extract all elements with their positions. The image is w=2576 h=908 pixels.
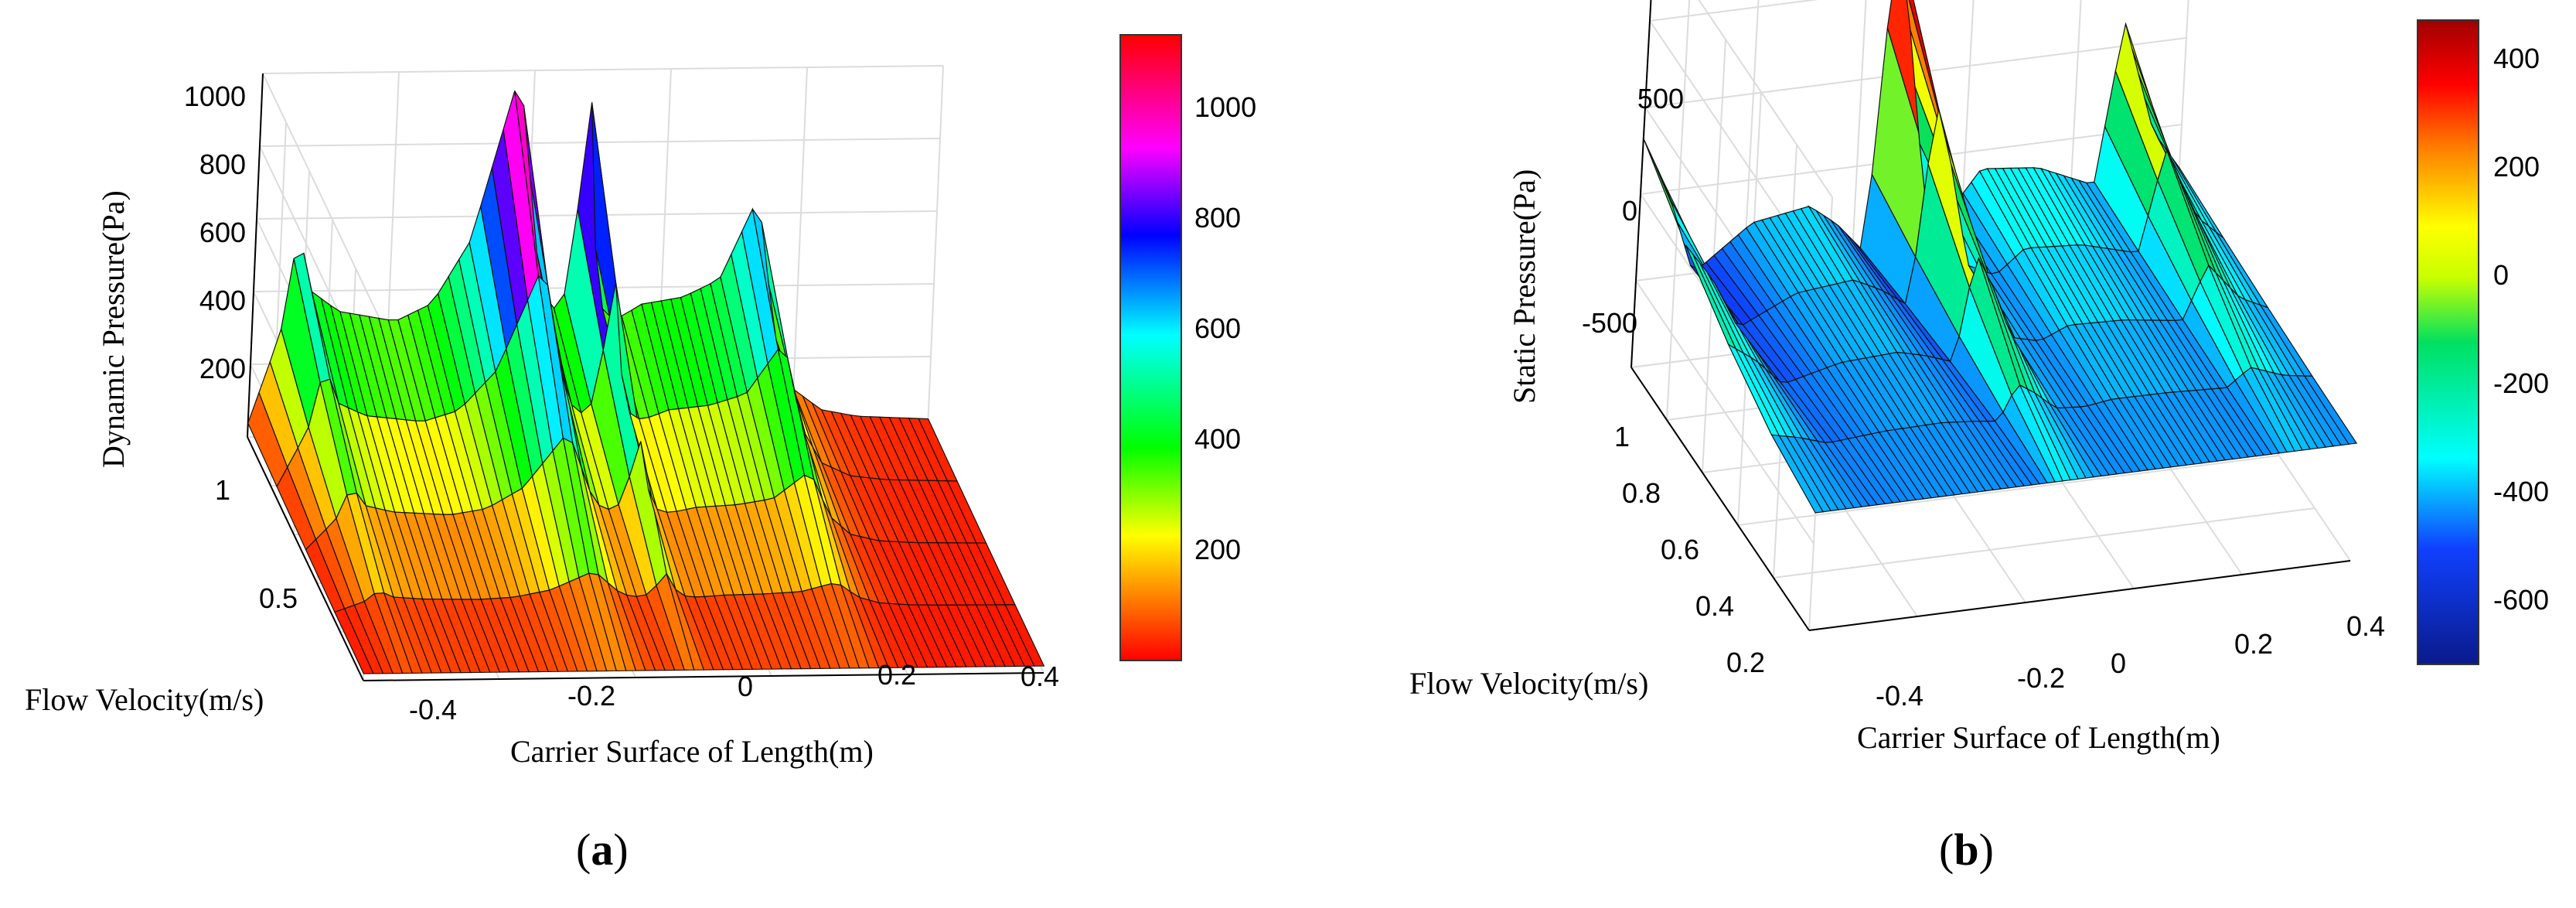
b-x-axis-label: Carrier Surface of Length(m) bbox=[1857, 720, 2220, 755]
b-colorbar-ticks: 400 200 0 -200 -400 -600 bbox=[2493, 43, 2549, 616]
a-z-tick-400: 400 bbox=[199, 285, 246, 316]
grid-line bbox=[1666, 0, 1691, 421]
b-x-tick--0.4: -0.4 bbox=[1876, 680, 1923, 712]
b-cb-tick-400: 400 bbox=[2493, 43, 2540, 74]
a-y-tick-1: 1 bbox=[215, 474, 230, 506]
a-cb-tick-600: 600 bbox=[1194, 312, 1241, 344]
chart-a-y-ticks: 1 0.5 bbox=[215, 474, 298, 614]
b-x-tick-0.4: 0.4 bbox=[2346, 610, 2385, 642]
a-colorbar-ticks: 1000 800 600 400 200 bbox=[1194, 91, 1256, 565]
b-y-tick-0.8: 0.8 bbox=[1622, 477, 1661, 509]
b-cb-tick--600: -600 bbox=[2493, 584, 2549, 616]
chart-a-x-ticks: -0.4 -0.2 0 0.2 0.4 bbox=[409, 659, 1059, 725]
grid-line bbox=[1698, 0, 1833, 198]
chart-b-z-ticks: 500 0 -500 bbox=[1582, 83, 1684, 339]
a-cb-tick-400: 400 bbox=[1194, 423, 1241, 455]
b-x-tick-0.2: 0.2 bbox=[2234, 628, 2273, 660]
a-y-tick-0.5: 0.5 bbox=[259, 582, 298, 614]
chart-b-surface bbox=[1643, 0, 2358, 514]
y-axis-line bbox=[1630, 367, 1810, 631]
a-z-tick-600: 600 bbox=[199, 217, 246, 248]
b-cb-tick-200: 200 bbox=[2493, 151, 2540, 183]
chart-a-surface bbox=[247, 90, 1045, 674]
grid-line bbox=[262, 65, 944, 74]
b-y-tick-0.2: 0.2 bbox=[1726, 647, 1765, 678]
x-axis-line bbox=[1808, 560, 2351, 631]
surface-patch bbox=[1004, 604, 1045, 667]
b-y-tick-1: 1 bbox=[1614, 421, 1630, 452]
grid-line bbox=[927, 65, 944, 430]
a-z-tick-1000: 1000 bbox=[184, 80, 246, 112]
b-z-tick-500: 500 bbox=[1637, 83, 1684, 114]
grid-line bbox=[262, 73, 380, 318]
b-cb-tick-0: 0 bbox=[2493, 259, 2509, 291]
y-axis-line bbox=[247, 436, 364, 681]
b-cb-tick--200: -200 bbox=[2493, 367, 2549, 399]
x-axis-line bbox=[363, 672, 1044, 681]
a-colorbar bbox=[1119, 34, 1182, 661]
chart-a: 1000 800 600 400 200 Dynamic Pressure(Pa… bbox=[25, 34, 1256, 875]
b-panel-label: (b) bbox=[1939, 824, 1994, 875]
chart-b-x-ticks: -0.4 -0.2 0 0.2 0.4 bbox=[1876, 610, 2385, 712]
grid-line bbox=[259, 138, 941, 147]
a-y-axis-label: Flow Velocity(m/s) bbox=[25, 682, 264, 717]
a-cb-tick-800: 800 bbox=[1194, 202, 1241, 234]
b-colorbar bbox=[2417, 19, 2479, 665]
grid-line bbox=[791, 67, 808, 432]
b-y-tick-0.4: 0.4 bbox=[1695, 590, 1734, 622]
a-x-tick-0: 0 bbox=[738, 671, 753, 702]
chart-a-z-ticks: 1000 800 600 400 200 bbox=[184, 80, 246, 384]
a-x-tick--0.4: -0.4 bbox=[409, 694, 457, 725]
a-x-tick--0.2: -0.2 bbox=[567, 680, 615, 712]
b-cb-tick--400: -400 bbox=[2493, 476, 2549, 507]
z-axis-line bbox=[1630, 0, 1652, 368]
chart-b: 500 0 -500 Static Pressure(Pa) 1 0.8 0.6… bbox=[1409, 0, 2549, 875]
a-cb-tick-1000: 1000 bbox=[1194, 91, 1256, 123]
surface-patch bbox=[2303, 375, 2358, 445]
b-z-tick-0: 0 bbox=[1622, 195, 1637, 227]
z-axis-line bbox=[247, 73, 264, 438]
chart-b-y-ticks: 1 0.8 0.6 0.4 0.2 bbox=[1614, 421, 1765, 678]
b-y-tick-0.6: 0.6 bbox=[1661, 534, 1699, 565]
b-z-axis-label: Static Pressure(Pa) bbox=[1507, 169, 1542, 404]
a-panel-label: (a) bbox=[576, 824, 629, 875]
a-z-axis-label: Dynamic Pressure(Pa) bbox=[96, 190, 131, 468]
a-z-tick-200: 200 bbox=[199, 353, 246, 384]
b-y-axis-label: Flow Velocity(m/s) bbox=[1409, 666, 1648, 701]
a-x-tick-0.4: 0.4 bbox=[1021, 661, 1059, 692]
a-x-tick-0.2: 0.2 bbox=[877, 659, 916, 691]
grid-line bbox=[1773, 507, 2315, 579]
b-x-tick--0.2: -0.2 bbox=[2017, 662, 2065, 694]
b-x-tick-0: 0 bbox=[2111, 647, 2126, 679]
b-z-tick--500: -500 bbox=[1582, 307, 1637, 339]
grid-line bbox=[1649, 0, 1818, 22]
grid-line bbox=[1737, 455, 2280, 526]
a-z-tick-800: 800 bbox=[199, 148, 246, 180]
a-x-axis-label: Carrier Surface of Length(m) bbox=[510, 734, 874, 769]
a-cb-tick-200: 200 bbox=[1194, 534, 1241, 565]
